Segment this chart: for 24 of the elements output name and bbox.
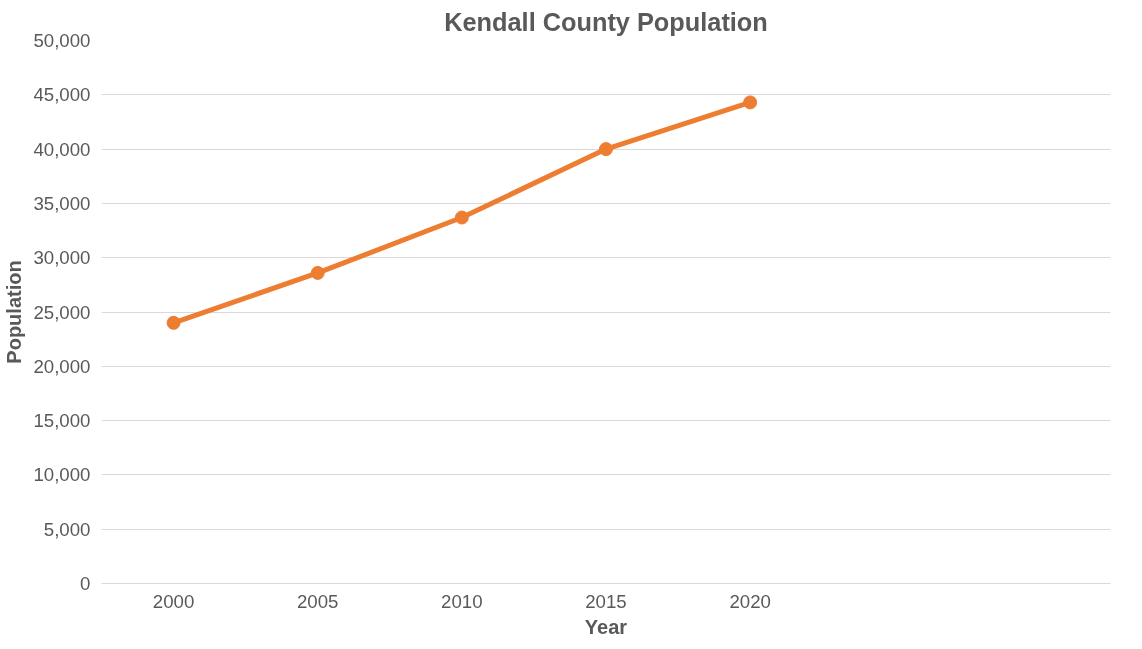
y-tick-label: 0	[80, 573, 91, 594]
x-tick-label: 2005	[296, 590, 339, 612]
y-tick-label: 45,000	[33, 84, 91, 106]
y-tick-label: 50,000	[33, 30, 91, 51]
point	[310, 265, 325, 280]
point	[743, 95, 758, 110]
point	[166, 315, 181, 330]
y-tick-label: 10,000	[33, 464, 91, 486]
x-tick-label: 2000	[152, 590, 195, 612]
y-tick-label: 25,000	[33, 301, 91, 323]
y-tick-label: 40,000	[33, 138, 91, 160]
y-axis-title: Population	[3, 260, 26, 364]
point	[454, 210, 469, 225]
y-tick-label: 30,000	[33, 247, 91, 269]
chart-title: Kendall County Population	[444, 7, 768, 36]
x-tick-label: 2020	[729, 590, 771, 612]
x-axis-title: Year	[584, 615, 628, 638]
x-tick-label: 2010	[441, 590, 483, 612]
y-tick-label: 5,000	[43, 518, 91, 540]
y-tick-label: 35,000	[33, 192, 91, 214]
x-tick-label: 2015	[585, 590, 627, 612]
point	[599, 142, 613, 157]
y-tick-label: 15,000	[33, 410, 91, 432]
y-tick-label: 20,000	[33, 355, 91, 377]
